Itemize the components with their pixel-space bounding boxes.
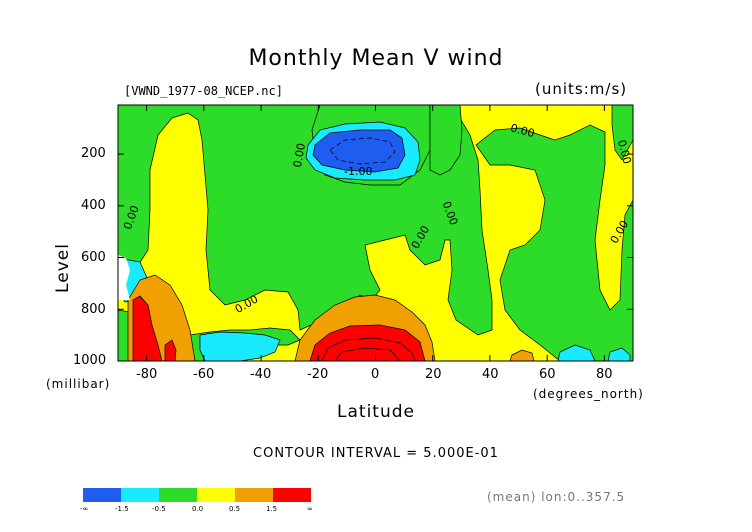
contour-label: 0.00	[615, 138, 634, 165]
fill-cyan-nh-low	[557, 344, 596, 361]
fill-green-mid	[429, 105, 463, 176]
x-axis-ticks	[146, 105, 605, 361]
x-tick-label: -80	[136, 367, 158, 382]
fill-missing-topography	[118, 255, 130, 300]
colorbar-segment-orange	[235, 488, 273, 502]
x-tick-label: 40	[482, 367, 499, 382]
y-axis-ticks	[118, 153, 633, 362]
colorbar-label: -1.5	[115, 505, 129, 513]
contour-red-inner-1	[321, 337, 416, 361]
contour-label: 0.00	[291, 142, 308, 168]
y-axis-label: Level	[52, 243, 73, 293]
contour-jet-inner	[329, 137, 396, 165]
colorbar-label: -∞	[80, 505, 89, 513]
contour-label: 0.00	[509, 121, 536, 140]
y-tick-label: 200	[81, 146, 106, 161]
x-tick-label: 80	[596, 367, 613, 382]
x-tick-label: 0	[371, 367, 380, 382]
x-tick-label: -60	[193, 367, 215, 382]
y-axis-unit: (millibar)	[46, 377, 111, 391]
fill-red-sh-pole	[132, 295, 163, 361]
x-tick-label: 20	[425, 367, 442, 382]
colorbar-segment-yellow	[197, 488, 235, 502]
y-tick-label: 400	[81, 198, 106, 213]
contour-label: -1.00	[344, 165, 372, 178]
contour-red-inner-2	[334, 347, 401, 361]
colorbar-segment-blue	[83, 488, 121, 502]
chart-title: Monthly Mean V wind	[248, 46, 504, 71]
colorbar-label: -0.5	[152, 505, 166, 513]
fill-blue-jet-core	[312, 129, 406, 173]
colorbar-segment-red	[273, 488, 311, 502]
x-axis-label: Latitude	[337, 402, 415, 422]
fill-cyan-nh-low2	[607, 347, 631, 361]
y-tick-label: 800	[81, 302, 106, 317]
fill-green-nh-upper	[475, 124, 633, 361]
x-tick-label: -40	[250, 367, 272, 382]
file-label: [VWND_1977-08_NCEP.nc]	[124, 84, 283, 98]
colorbar-label: 0.5	[229, 505, 241, 513]
colorbar-segment-cyan	[121, 488, 159, 502]
fill-orange-nh-small	[509, 349, 535, 361]
x-axis-unit: (degrees_north)	[533, 387, 644, 401]
units-label: (units:m/s)	[535, 80, 628, 98]
colorbar-segment-green	[159, 488, 197, 502]
fill-red-low-trop	[309, 324, 426, 361]
y-tick-label: 1000	[73, 353, 107, 368]
colorbar-label: 0.0	[192, 505, 204, 513]
y-tick-label: 600	[81, 250, 106, 265]
x-tick-label: 60	[539, 367, 556, 382]
fill-green-right-top	[611, 105, 633, 161]
colorbar-label: 1.5	[266, 505, 278, 513]
contour-interval-text: CONTOUR INTERVAL = 5.000E-01	[253, 446, 499, 461]
colorbar-label: ∞	[307, 505, 313, 513]
mean-range-text: (mean) lon:0..357.5	[487, 490, 626, 504]
x-tick-label: -20	[307, 367, 329, 382]
fill-red-sh-pole-spot	[164, 339, 177, 361]
